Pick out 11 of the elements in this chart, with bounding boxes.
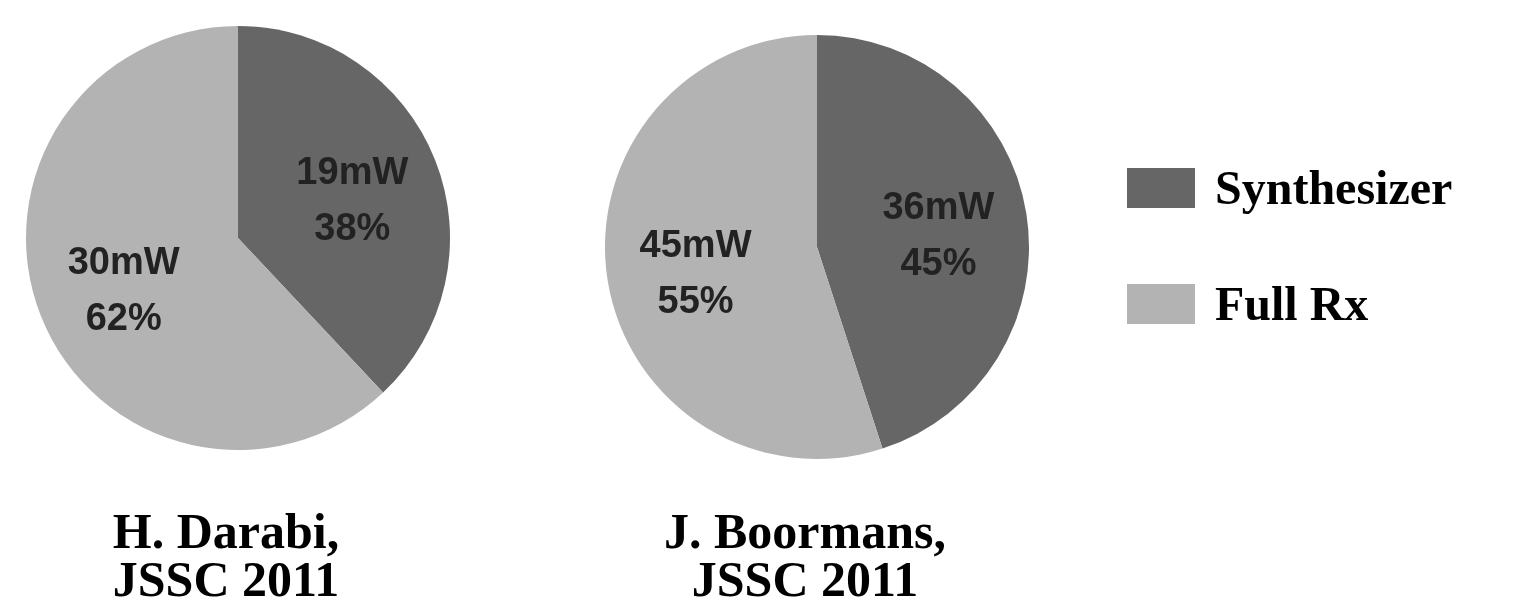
- legend-label: Full Rx: [1215, 277, 1369, 330]
- pie-slice: [238, 26, 450, 393]
- data-label: 36mW 45%: [882, 184, 995, 283]
- data-label: 45mW 55%: [639, 223, 752, 322]
- legend-label: Synthesizer: [1215, 161, 1453, 214]
- data-label: 30mW 62%: [67, 240, 180, 339]
- text: J. Boormans, JSSC 2011: [664, 503, 946, 604]
- pie-slice: [605, 35, 883, 459]
- pie-slice: [817, 35, 1029, 449]
- text: H. Darabi, JSSC 2011: [112, 503, 340, 604]
- data-label: 19mW 38%: [296, 149, 409, 248]
